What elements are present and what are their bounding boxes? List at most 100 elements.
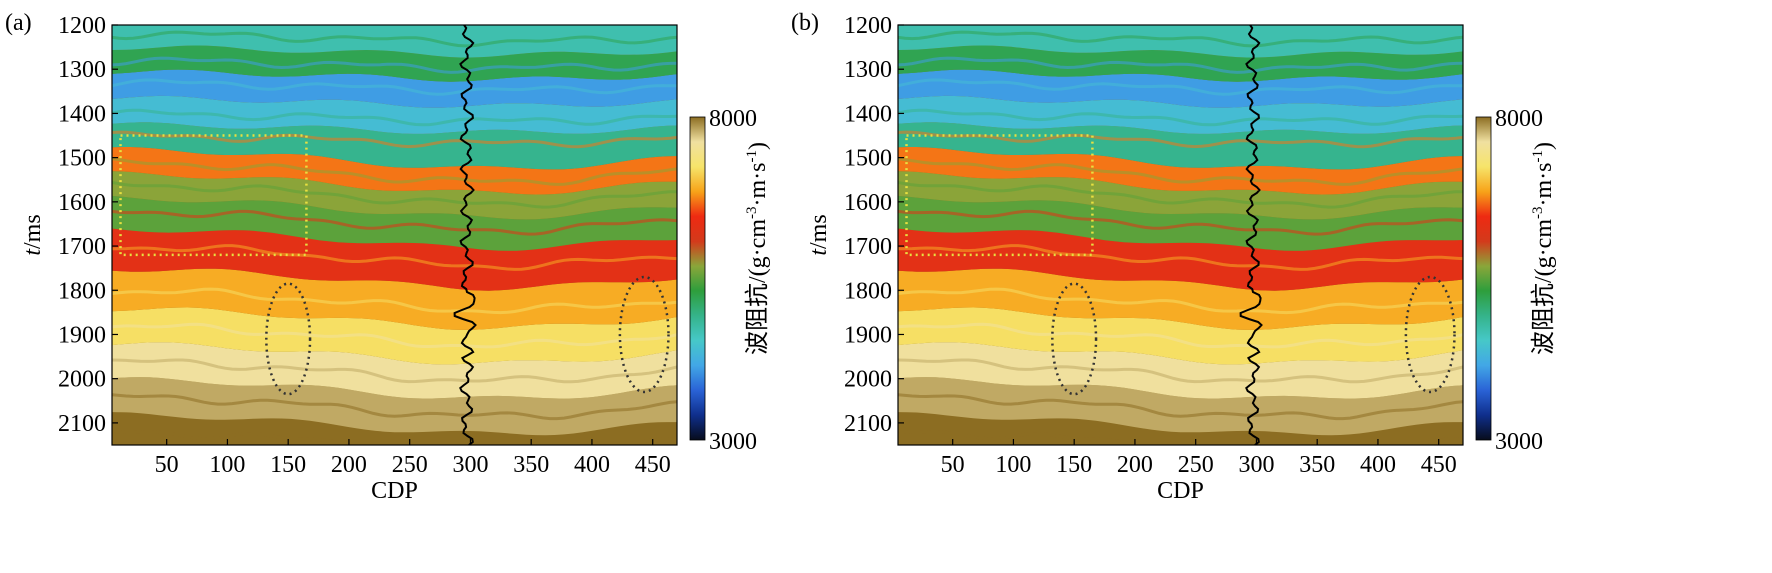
colorbar-title: 波阻抗/(g·cm-3·m·s-1) <box>744 142 771 355</box>
reflector-streak <box>112 56 677 74</box>
colorbar-title-exponent: -3 <box>744 207 760 220</box>
reflector-streak <box>898 130 1463 149</box>
reflector-streak <box>112 181 677 209</box>
well-log-curve <box>1239 25 1263 445</box>
y-axis-label-symbol: t <box>806 248 832 256</box>
impedance-layer <box>898 342 1463 399</box>
y-tick-label: 2000 <box>844 367 892 393</box>
highlight-ellipse <box>1051 282 1098 396</box>
x-tick-label: 450 <box>1421 452 1457 478</box>
impedance-layer <box>898 412 1463 445</box>
y-axis-label: t/ms <box>20 214 46 255</box>
x-tick-label: 200 <box>331 452 367 478</box>
reflector-streak <box>112 157 677 186</box>
y-tick-label: 2000 <box>58 367 106 393</box>
y-tick-label: 1300 <box>58 57 106 83</box>
reflector-streak <box>898 108 1463 127</box>
x-tick-label: 100 <box>209 452 245 478</box>
reflector-streak <box>898 157 1463 186</box>
y-tick-label: 1300 <box>844 57 892 83</box>
impedance-layer <box>898 95 1463 134</box>
reflector-streak <box>898 56 1463 74</box>
y-tick-label: 2100 <box>58 411 106 437</box>
y-tick-label: 1800 <box>844 278 892 304</box>
impedance-layer <box>898 69 1463 108</box>
impedance-layer <box>112 69 677 108</box>
y-tick-label: 1900 <box>844 322 892 348</box>
x-tick-label: 400 <box>1360 452 1396 478</box>
reflector-streak <box>112 244 677 271</box>
impedance-layer <box>898 195 1463 251</box>
x-tick-label: 300 <box>1238 452 1274 478</box>
y-axis-label: t/ms <box>806 214 832 255</box>
reflector-streak <box>112 358 677 384</box>
chart-panel-b: 1200 1300 1400 1500 1600 1700 1800 1900 2000 2100… <box>791 10 1557 504</box>
x-tick-label: 150 <box>270 452 306 478</box>
y-axis-label-symbol: t <box>20 248 46 256</box>
reflector-streak <box>898 322 1463 349</box>
x-tick-label: 50 <box>941 452 965 478</box>
x-tick-label: 350 <box>1299 452 1335 478</box>
impedance-layer <box>112 307 677 365</box>
y-tick-label: 1400 <box>844 101 892 127</box>
reflector-streak <box>898 78 1463 96</box>
impedance-layer <box>898 268 1463 330</box>
impedance-layer <box>112 195 677 251</box>
plot-frame <box>897 24 1464 446</box>
x-tick-label: 200 <box>1117 452 1153 478</box>
y-axis-label-unit: /ms <box>806 214 832 249</box>
reflector-streak <box>898 358 1463 384</box>
reflector-streak <box>898 244 1463 271</box>
x-tick-label: 350 <box>513 452 549 478</box>
colorbar <box>1475 116 1492 441</box>
colorbar-title-exponent: -1 <box>744 150 760 163</box>
y-tick-label: 1200 <box>58 13 106 39</box>
panel-label: (a) <box>5 10 32 36</box>
y-tick-label: 1600 <box>844 190 892 216</box>
impedance-layer <box>898 307 1463 365</box>
impedance-layer <box>898 377 1463 436</box>
colorbar-max-label: 8000 <box>709 106 757 132</box>
reflector-streak <box>112 209 677 236</box>
plot-frame <box>111 24 678 446</box>
colorbar-title: 波阻抗/(g·cm-3·m·s-1) <box>1530 142 1557 355</box>
reflector-streak <box>898 287 1463 315</box>
colorbar <box>689 116 706 441</box>
reflector-streak <box>112 130 677 149</box>
colorbar-title-base: 波阻抗/(g·cm <box>1530 219 1557 355</box>
x-axis-label: CDP <box>1157 478 1204 504</box>
colorbar-title-end: ) <box>1531 142 1557 150</box>
impedance-layer <box>112 412 677 445</box>
y-tick-label: 1700 <box>844 234 892 260</box>
panel-label: (b) <box>791 10 819 36</box>
y-tick-label: 1700 <box>58 234 106 260</box>
colorbar-title-exponent: -1 <box>1530 150 1546 163</box>
y-tick-label: 1900 <box>58 322 106 348</box>
x-tick-label: 250 <box>1178 452 1214 478</box>
y-tick-label: 1500 <box>844 146 892 172</box>
chart-panel-a: 1200 1300 1400 1500 1600 1700 1800 1900 2000 2100… <box>5 10 771 504</box>
y-axis-label-unit: /ms <box>20 214 46 249</box>
reflector-streak <box>112 287 677 315</box>
x-tick-label: 450 <box>635 452 671 478</box>
impedance-section <box>898 25 1463 445</box>
x-tick-label: 250 <box>392 452 428 478</box>
x-axis-label: CDP <box>371 478 418 504</box>
x-tick-label: 400 <box>574 452 610 478</box>
impedance-layer <box>112 342 677 399</box>
y-tick-label: 1400 <box>58 101 106 127</box>
reflector-streak <box>112 429 677 445</box>
colorbar-title-end: ) <box>745 142 771 150</box>
reflector-streak <box>898 209 1463 236</box>
impedance-layer <box>112 95 677 134</box>
colorbar-min-label: 3000 <box>1495 429 1543 455</box>
y-tick-label: 1200 <box>844 13 892 39</box>
highlight-ellipse <box>265 282 312 396</box>
x-tick-label: 300 <box>452 452 488 478</box>
colorbar-title-mid: ·m·s <box>745 163 771 207</box>
reflector-streak <box>898 181 1463 209</box>
colorbar-max-label: 8000 <box>1495 106 1543 132</box>
highlight-ellipse <box>618 275 670 394</box>
reflector-streak <box>112 30 677 48</box>
